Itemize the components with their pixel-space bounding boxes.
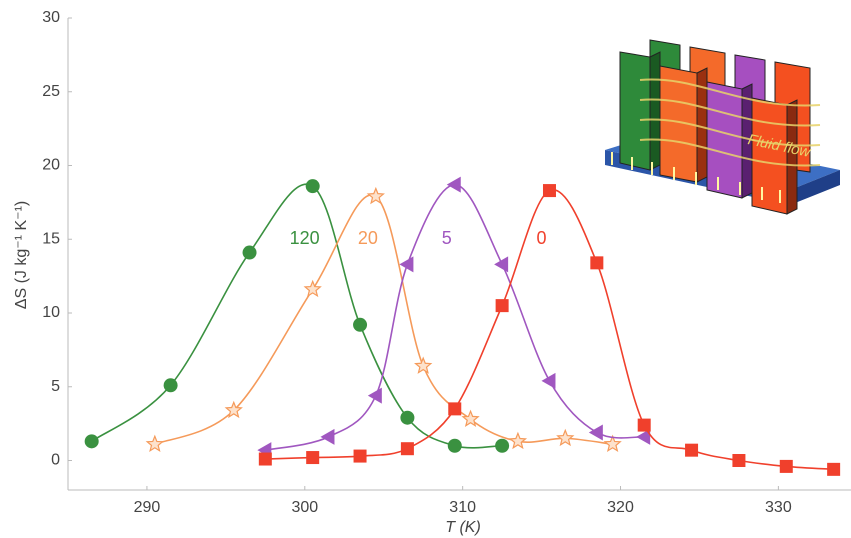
marker <box>541 372 556 389</box>
marker <box>494 256 509 273</box>
x-tick-label: 330 <box>765 499 792 516</box>
marker <box>461 409 480 427</box>
marker <box>447 438 462 453</box>
marker <box>556 428 575 447</box>
marker <box>84 434 99 449</box>
series-line <box>265 188 834 471</box>
series-label: 120 <box>290 228 320 248</box>
x-axis-label: T (K) <box>445 519 481 536</box>
marker <box>508 431 528 450</box>
marker <box>306 451 320 465</box>
marker <box>414 356 433 374</box>
marker <box>366 186 385 205</box>
marker <box>163 378 178 393</box>
marker <box>400 410 415 425</box>
y-tick-label: 0 <box>51 452 60 469</box>
x-tick-label: 290 <box>134 499 161 516</box>
marker <box>448 402 462 416</box>
series-label: 0 <box>536 228 546 248</box>
marker <box>353 449 367 463</box>
marker <box>685 443 699 457</box>
marker <box>590 256 604 270</box>
marker <box>320 428 335 445</box>
y-axis-label: ΔS (J kg⁻¹ K⁻¹) <box>13 201 30 309</box>
marker <box>495 438 510 453</box>
marker <box>224 400 243 419</box>
series-label: 20 <box>358 228 378 248</box>
marker <box>400 442 414 456</box>
marker <box>258 452 272 466</box>
y-tick-label: 15 <box>42 230 60 247</box>
marker <box>603 434 622 453</box>
x-tick-label: 300 <box>291 499 318 516</box>
marker <box>588 424 603 441</box>
marker <box>399 256 414 273</box>
marker <box>305 179 320 194</box>
marker <box>732 454 746 467</box>
series-line <box>91 183 503 449</box>
y-tick-label: 10 <box>42 304 60 321</box>
marker <box>827 462 841 476</box>
marker <box>779 459 793 473</box>
marker <box>367 387 382 404</box>
marker <box>637 418 651 432</box>
marker <box>242 245 257 260</box>
y-tick-label: 30 <box>42 9 60 26</box>
marker <box>303 279 322 298</box>
marker <box>636 428 651 445</box>
marker <box>145 434 164 453</box>
series-line <box>154 194 613 446</box>
x-tick-label: 320 <box>607 499 634 516</box>
marker <box>495 299 509 313</box>
y-tick-label: 20 <box>42 157 60 174</box>
series-label: 5 <box>442 228 452 248</box>
y-tick-label: 5 <box>51 378 60 395</box>
y-tick-label: 25 <box>42 83 60 100</box>
x-tick-label: 310 <box>449 499 476 516</box>
inset-diagram: Fluid flow Magnet <box>605 39 840 232</box>
inset-magnet-label: Magnet <box>792 202 838 232</box>
marker <box>446 176 461 193</box>
marker <box>542 184 556 198</box>
marker <box>353 317 368 332</box>
